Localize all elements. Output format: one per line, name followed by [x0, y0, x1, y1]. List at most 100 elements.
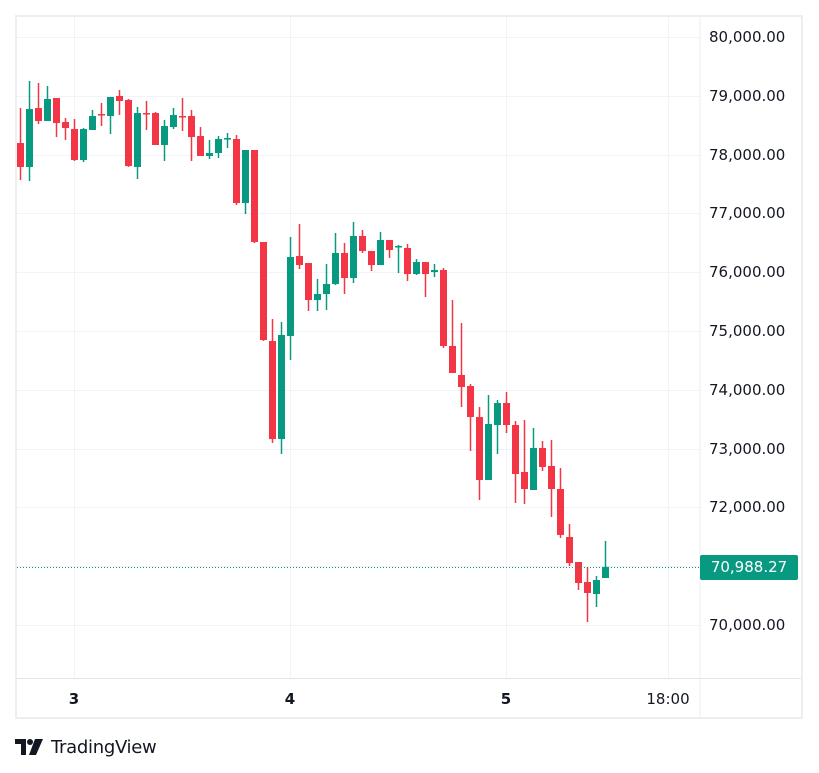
candle-body — [80, 129, 87, 161]
candle-body — [359, 235, 366, 251]
candle-body — [269, 340, 276, 440]
tradingview-logo-icon — [15, 739, 43, 755]
candle[interactable] — [341, 242, 348, 295]
candlestick-series[interactable] — [17, 80, 609, 623]
candle[interactable] — [332, 232, 339, 286]
candle-body — [296, 256, 303, 266]
candle[interactable] — [170, 108, 177, 130]
candle[interactable] — [377, 231, 384, 266]
candle[interactable] — [35, 82, 42, 125]
candle-body — [386, 239, 393, 250]
candle[interactable] — [602, 540, 609, 579]
candle[interactable] — [62, 118, 69, 141]
candle-body — [566, 536, 573, 564]
candle[interactable] — [386, 239, 393, 258]
candle[interactable] — [116, 89, 123, 116]
candle[interactable] — [485, 395, 492, 480]
candle[interactable] — [404, 243, 411, 282]
candle[interactable] — [278, 322, 285, 455]
candle[interactable] — [44, 85, 51, 122]
candle[interactable] — [224, 133, 231, 149]
candle[interactable] — [305, 263, 312, 312]
candle-body — [143, 113, 150, 115]
candle[interactable] — [566, 523, 573, 567]
candle[interactable] — [215, 136, 222, 159]
candle-body — [368, 250, 375, 266]
candle-body — [584, 582, 591, 594]
candle[interactable] — [71, 119, 78, 162]
candle[interactable] — [494, 400, 501, 455]
candle[interactable] — [197, 127, 204, 157]
candle-body — [35, 108, 42, 122]
candle[interactable] — [368, 250, 375, 272]
price-axis-label: 80,000.00 — [709, 27, 786, 46]
candle[interactable] — [242, 150, 249, 214]
candle[interactable] — [503, 392, 510, 434]
candle[interactable] — [287, 236, 294, 360]
candle[interactable] — [512, 421, 519, 503]
candle[interactable] — [431, 264, 438, 278]
candle[interactable] — [260, 241, 267, 341]
candle[interactable] — [395, 244, 402, 274]
candle[interactable] — [179, 97, 186, 132]
candle[interactable] — [530, 428, 537, 490]
candle-body — [107, 96, 114, 117]
candle-body — [125, 99, 132, 167]
candle[interactable] — [296, 223, 303, 270]
candle-body — [593, 580, 600, 595]
grid-lines — [17, 17, 700, 678]
candle[interactable] — [251, 150, 258, 243]
candle[interactable] — [413, 259, 420, 276]
candle[interactable] — [233, 135, 240, 205]
candle[interactable] — [17, 108, 24, 181]
candle-body — [242, 150, 249, 203]
time-axis-label: 5 — [500, 690, 512, 708]
candle[interactable] — [143, 100, 150, 131]
brand[interactable]: TradingView — [15, 735, 157, 759]
chart-frame — [15, 15, 803, 719]
candle[interactable] — [575, 562, 582, 591]
candle[interactable] — [548, 440, 555, 517]
candle-body — [494, 403, 501, 426]
candle-body — [521, 472, 528, 489]
candle[interactable] — [593, 576, 600, 608]
candle[interactable] — [359, 229, 366, 253]
candle[interactable] — [449, 300, 456, 373]
candle[interactable] — [98, 102, 105, 127]
candle-body — [215, 139, 222, 154]
candle[interactable] — [422, 262, 429, 298]
candle[interactable] — [539, 441, 546, 472]
candle-body — [512, 425, 519, 475]
price-axis-label: 76,000.00 — [709, 262, 786, 281]
candle[interactable] — [350, 221, 357, 284]
candle[interactable] — [125, 98, 132, 168]
candle[interactable] — [53, 97, 60, 138]
candle[interactable] — [476, 407, 483, 500]
candle[interactable] — [161, 120, 168, 162]
candle[interactable] — [557, 468, 564, 538]
candle-body — [440, 270, 447, 346]
candle[interactable] — [107, 96, 114, 135]
price-axis-label: 70,000.00 — [709, 615, 786, 634]
candle[interactable] — [458, 323, 465, 408]
candle[interactable] — [440, 268, 447, 348]
candle[interactable] — [80, 128, 87, 163]
candle-body — [458, 374, 465, 387]
candle[interactable] — [134, 106, 141, 180]
candle[interactable] — [521, 420, 528, 504]
candle-body — [116, 95, 123, 101]
candle-body — [152, 113, 159, 146]
candle[interactable] — [26, 80, 33, 182]
candle[interactable] — [89, 109, 96, 131]
candle[interactable] — [152, 112, 159, 146]
candle-body — [134, 113, 141, 168]
candle[interactable] — [188, 109, 195, 162]
candle[interactable] — [269, 319, 276, 444]
candle[interactable] — [323, 264, 330, 311]
candle[interactable] — [314, 279, 321, 312]
candle[interactable] — [467, 383, 474, 452]
candle-body — [341, 252, 348, 279]
candle[interactable] — [584, 567, 591, 623]
candle[interactable] — [206, 140, 213, 160]
